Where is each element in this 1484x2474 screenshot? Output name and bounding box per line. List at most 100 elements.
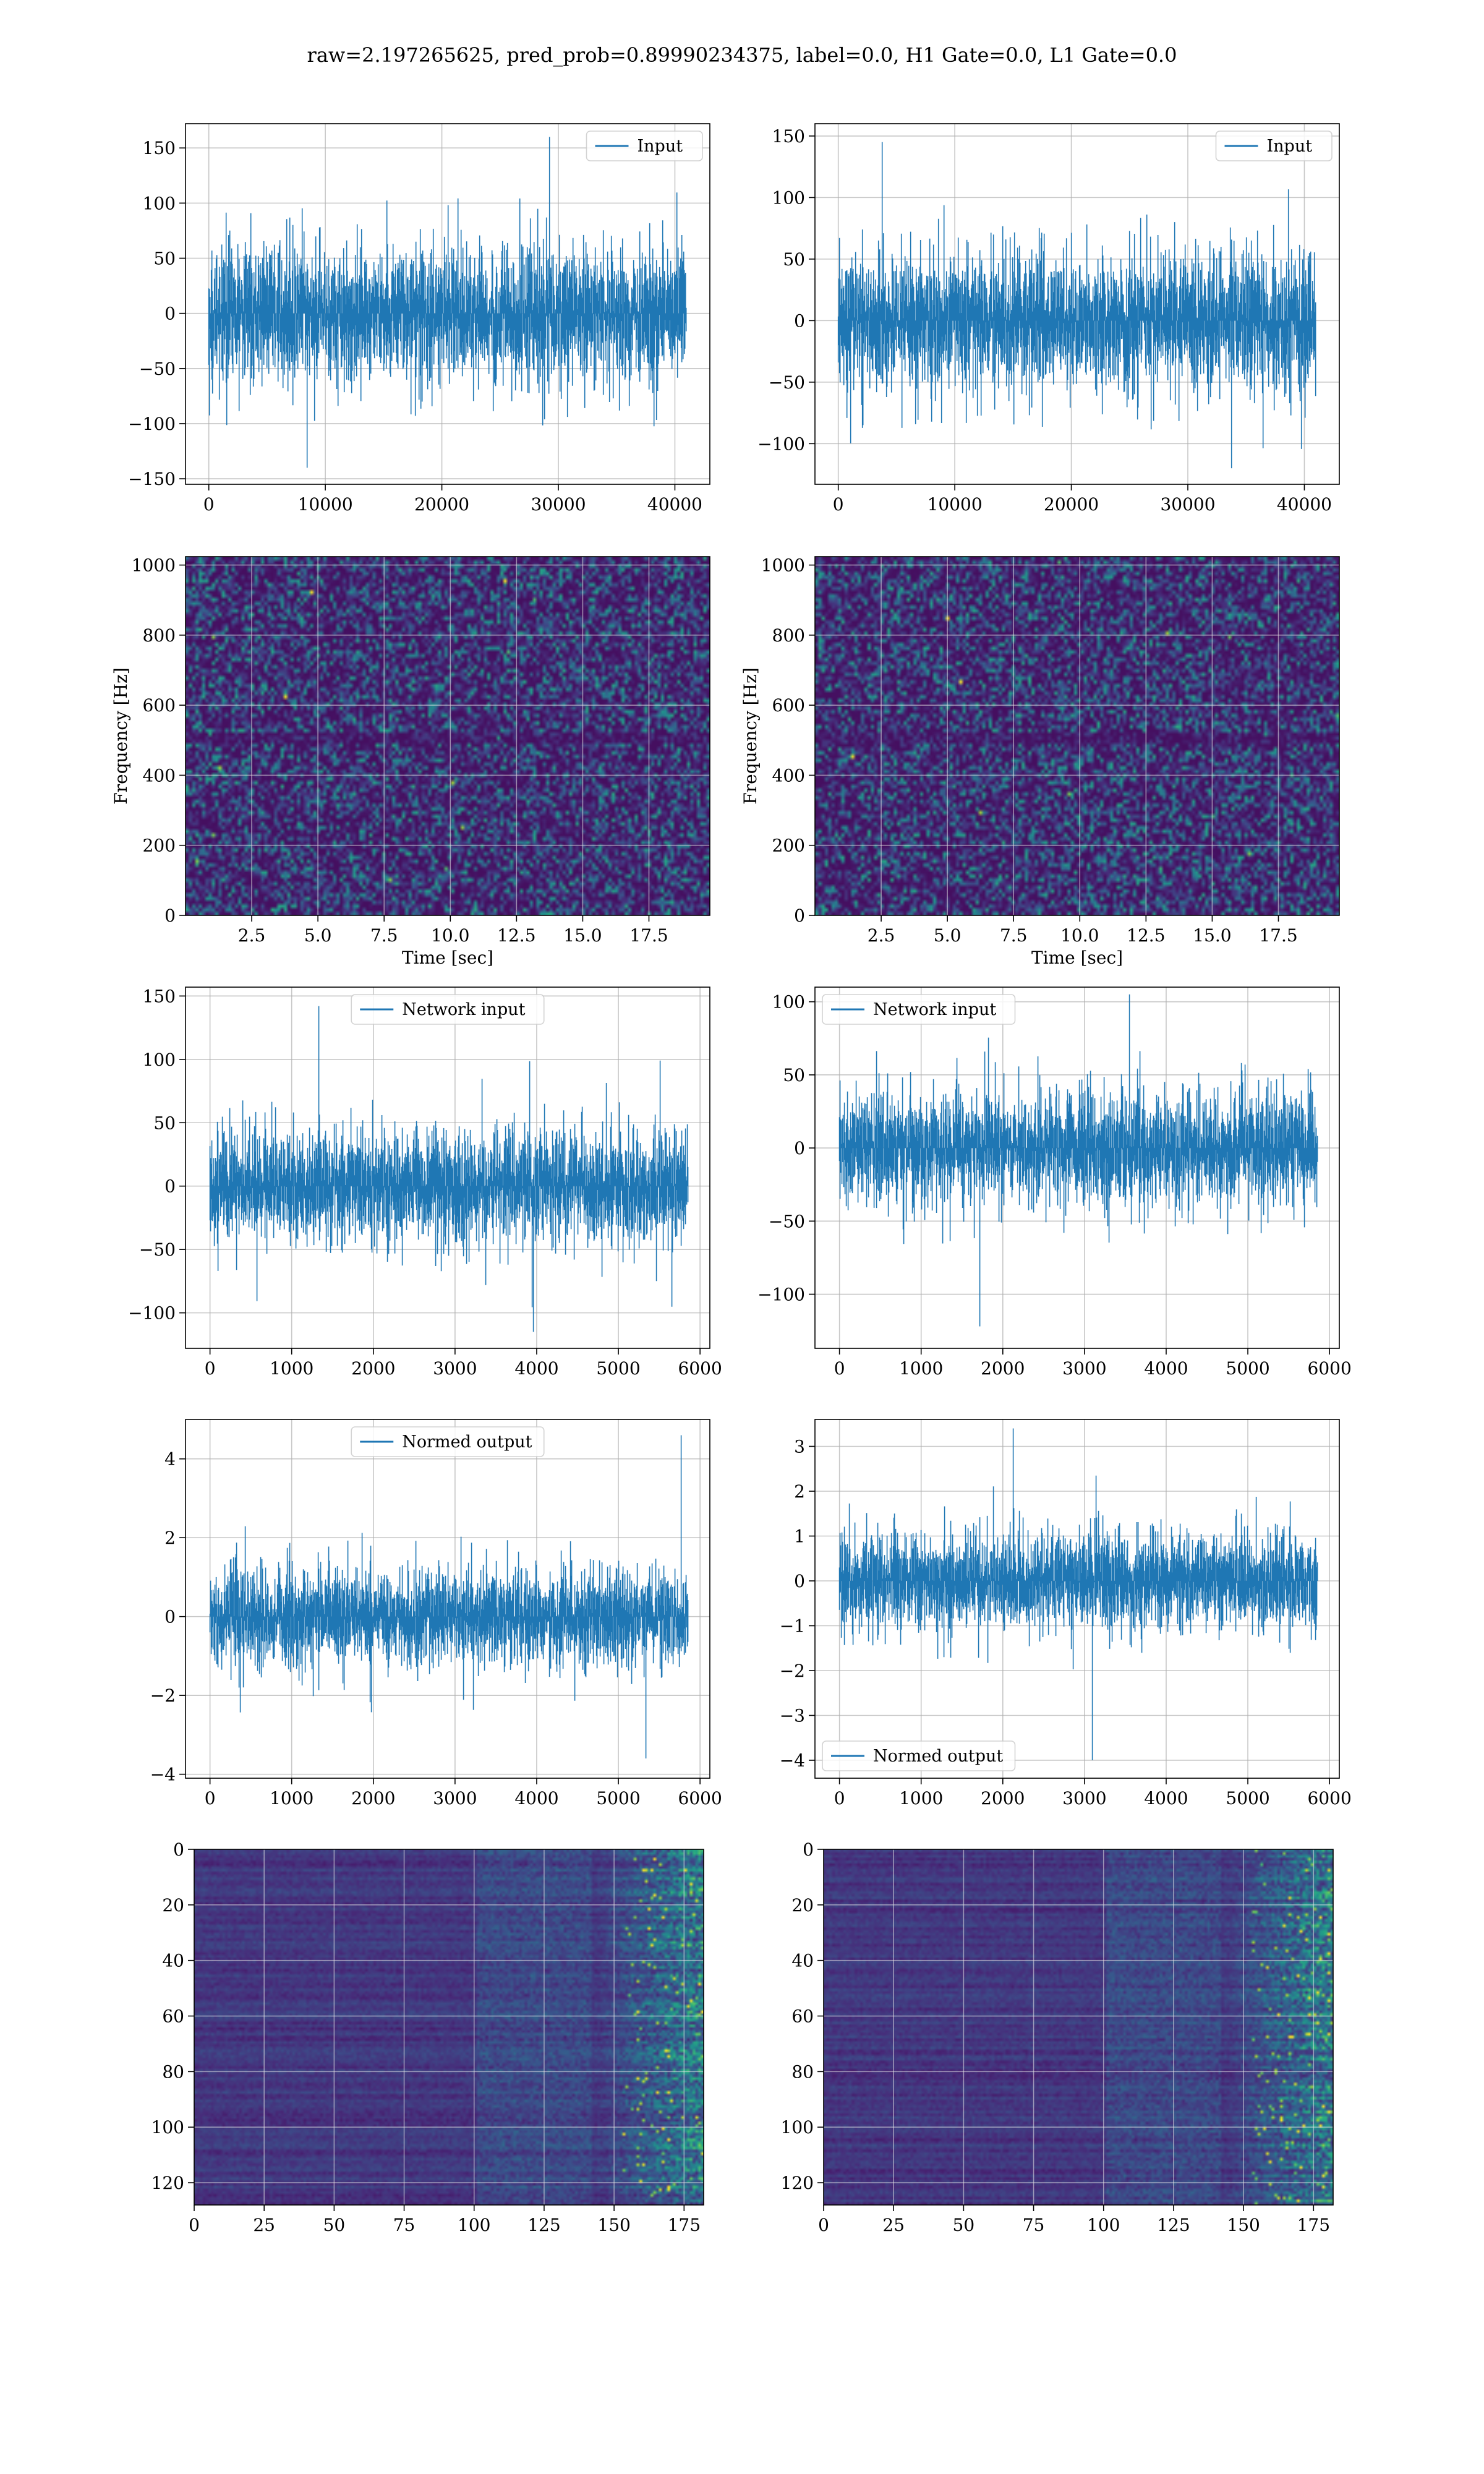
y-tick-label: −50 [769, 1211, 805, 1231]
y-tick-label: 80 [162, 2061, 184, 2082]
y-axis-label: Frequency [Hz] [740, 667, 761, 804]
x-tick-label: 1000 [270, 1358, 313, 1379]
chart-panel-9: 0 25 50 75 100 125 150 175 0 20 40 60 80 100 120 [151, 1839, 704, 2235]
x-tick-label: 2.5 [238, 925, 266, 946]
x-tick-label: 30000 [531, 494, 586, 515]
chart-panel-1: 0 10000 20000 30000 40000 −150 −100 −50 0 50 100 15… [128, 123, 710, 515]
y-tick-label: 0 [794, 905, 805, 926]
legend-label: Normed output [402, 1432, 532, 1452]
y-tick-label: −100 [128, 1303, 176, 1324]
y-tick-label: 0 [173, 1839, 184, 1860]
heatmap-image [194, 1849, 704, 2205]
chart-panel-7: 0 1000 2000 3000 4000 5000 6000 −4 −2 0 2 4 Normed o… [150, 1419, 722, 1808]
x-tick-label: 4000 [514, 1788, 558, 1808]
legend-label: Network input [402, 1000, 525, 1019]
y-tick-label: −50 [769, 372, 805, 393]
x-tick-label: 125 [527, 2215, 560, 2235]
plot-frame [185, 1419, 710, 1779]
x-tick-label: 7.5 [370, 925, 398, 946]
y-tick-label: −4 [780, 1750, 805, 1771]
y-tick-label: −50 [139, 359, 176, 379]
chart-panel-8: 0 1000 2000 3000 4000 5000 6000 −4 −3 −2 −1 0 1 2 3 Nor… [780, 1419, 1352, 1808]
x-tick-label: 3000 [1062, 1358, 1106, 1379]
y-tick-label: −100 [128, 414, 176, 434]
x-tick-label: 25 [253, 2215, 275, 2235]
series-line [208, 137, 687, 468]
y-tick-label: 120 [151, 2173, 184, 2193]
plot-frame [814, 1419, 1340, 1779]
y-tick-label: 1000 [132, 555, 176, 576]
x-tick-label: 75 [1023, 2215, 1045, 2235]
plot-frame [814, 987, 1340, 1349]
x-tick-label: 6000 [1308, 1358, 1352, 1379]
x-axis-label: Time [sec] [402, 948, 493, 968]
x-tick-label: 10.0 [431, 925, 469, 946]
y-tick-label: −100 [757, 434, 805, 454]
x-tick-label: 10000 [927, 494, 983, 515]
x-tick-label: 1000 [270, 1788, 313, 1808]
x-tick-label: 125 [1157, 2215, 1190, 2235]
y-tick-label: 20 [162, 1895, 184, 1915]
y-tick-label: −4 [150, 1765, 176, 1785]
y-tick-label: 60 [791, 2006, 814, 2027]
figure-suptitle: raw=2.197265625, pred_prob=0.89990234375… [307, 43, 1177, 67]
x-tick-label: 100 [458, 2215, 490, 2235]
y-tick-label: 0 [164, 304, 176, 324]
x-tick-label: 150 [597, 2215, 630, 2235]
x-tick-label: 4000 [1144, 1358, 1188, 1379]
x-tick-label: 40000 [1277, 494, 1332, 515]
plot-frame [185, 987, 710, 1349]
x-tick-label: 20000 [414, 494, 469, 515]
x-tick-label: 7.5 [1000, 925, 1028, 946]
y-tick-label: 0 [164, 1176, 176, 1197]
x-tick-label: 5000 [596, 1358, 640, 1379]
x-tick-label: 4000 [514, 1358, 558, 1379]
y-tick-label: 50 [153, 1113, 176, 1133]
x-tick-label: 20000 [1044, 494, 1099, 515]
legend-box [586, 131, 703, 161]
y-tick-label: 200 [143, 836, 176, 856]
legend-box [822, 1740, 1016, 1771]
y-tick-label: 150 [772, 126, 805, 147]
x-tick-label: 0 [818, 2215, 829, 2235]
x-tick-label: 10000 [298, 494, 353, 515]
y-tick-label: 150 [143, 986, 176, 1006]
y-tick-label: 400 [772, 765, 805, 785]
y-tick-label: 40 [162, 1951, 184, 1971]
y-tick-label: 400 [143, 765, 176, 785]
y-tick-label: −1 [780, 1616, 805, 1637]
x-tick-label: 100 [1087, 2215, 1120, 2235]
y-tick-label: −2 [780, 1661, 805, 1681]
legend: Network input [822, 994, 1016, 1025]
x-tick-label: 17.5 [1259, 925, 1297, 946]
y-tick-label: 1 [794, 1526, 805, 1547]
y-tick-label: 0 [803, 1839, 814, 1860]
legend-label: Input [1267, 137, 1313, 156]
x-tick-label: 15.0 [563, 925, 602, 946]
x-tick-label: 17.5 [629, 925, 668, 946]
x-tick-label: 1000 [899, 1788, 943, 1808]
x-tick-label: 150 [1227, 2215, 1260, 2235]
plot-frame [185, 123, 710, 485]
x-tick-label: 5000 [1226, 1788, 1269, 1808]
legend-box [822, 994, 1016, 1025]
plot-frame [823, 1849, 1334, 2206]
x-axis-label: Time [sec] [1031, 948, 1123, 968]
x-tick-label: 5000 [596, 1788, 640, 1808]
series-line [837, 142, 1316, 469]
x-tick-label: 0 [834, 1788, 845, 1808]
x-tick-label: 6000 [1308, 1788, 1352, 1808]
x-tick-label: 10.0 [1060, 925, 1099, 946]
y-tick-label: 120 [781, 2173, 814, 2193]
x-tick-label: 2000 [351, 1358, 395, 1379]
x-tick-label: 2000 [981, 1358, 1025, 1379]
y-tick-label: 20 [791, 1895, 814, 1915]
x-tick-label: 40000 [647, 494, 702, 515]
y-tick-label: −3 [780, 1706, 805, 1726]
x-tick-label: 1000 [899, 1358, 943, 1379]
x-tick-label: 0 [189, 2215, 200, 2235]
legend: Input [1215, 131, 1333, 161]
x-tick-label: 6000 [678, 1358, 722, 1379]
y-tick-label: 600 [772, 695, 805, 716]
